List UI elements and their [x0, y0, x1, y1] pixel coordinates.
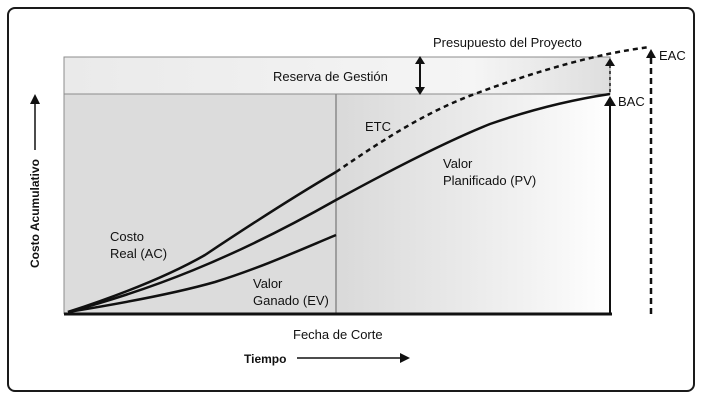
y-axis-arrow-head [30, 94, 40, 104]
y-axis-label: Costo Acumulativo [28, 159, 42, 268]
eac-label: EAC [659, 48, 686, 63]
management-reserve-label: Reserva de Gestión [273, 69, 388, 84]
status-date-label: Fecha de Corte [293, 327, 383, 342]
plot-border [63, 93, 610, 314]
ev-label-line2: Ganado (EV) [253, 293, 329, 308]
bac-label: BAC [618, 94, 645, 109]
ev-label-line1: Valor [253, 276, 283, 291]
etc-forecast-curve [335, 45, 651, 174]
project-budget-label: Presupuesto del Proyecto [433, 35, 582, 50]
pv-label-line1: Valor [443, 156, 473, 171]
etc-label: ETC [365, 119, 391, 134]
x-axis-label: Tiempo [244, 352, 286, 366]
pv-label-line2: Planificado (PV) [443, 173, 536, 188]
actual-cost-curve [67, 170, 337, 314]
elapsed-area [64, 94, 336, 314]
planned-value-curve [67, 92, 611, 314]
reserve-arrow-up [415, 56, 425, 64]
budget-arrow-head [605, 58, 615, 66]
x-axis-arrow-head [400, 353, 410, 363]
ac-label-line2: Real (AC) [110, 246, 167, 261]
bac-arrow-head [604, 96, 616, 106]
earned-value-curve [67, 233, 337, 314]
diagram-frame [7, 7, 695, 392]
ac-label-line1: Costo [110, 229, 144, 244]
eac-arrow-head [646, 49, 656, 58]
reserve-arrow-down [415, 87, 425, 95]
